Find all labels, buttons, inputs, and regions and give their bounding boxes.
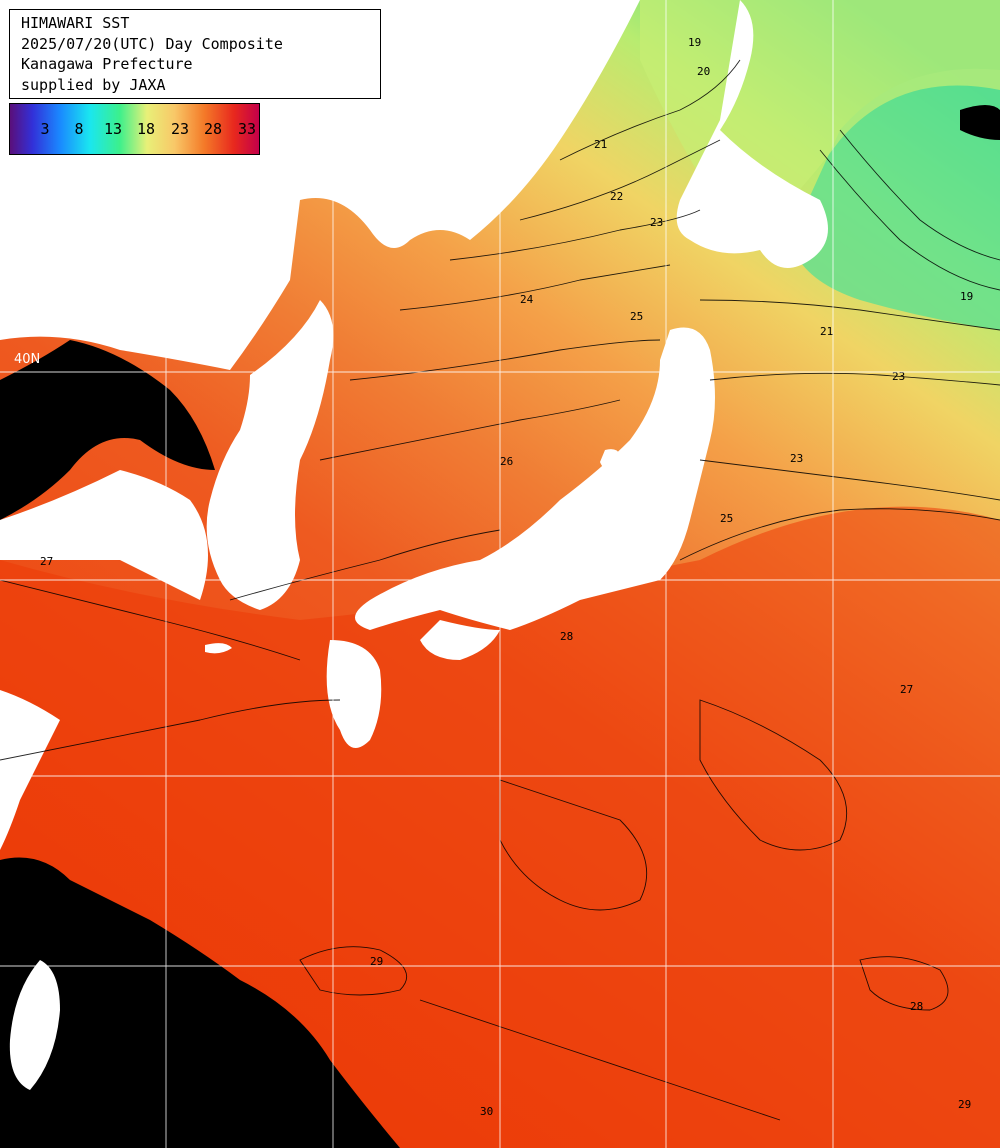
latitude-label-40n: 40N [14,352,41,367]
contour-label: 30 [480,1105,493,1118]
contour-label: 24 [520,293,534,306]
legend-label: 33 [237,120,257,138]
legend-label: 18 [136,120,156,138]
contour-label: 28 [910,1000,923,1013]
legend-label: 3 [40,120,50,138]
contour-label: 23 [892,370,905,383]
land-honshu [355,327,715,630]
land-sakhalin-hokkaido [676,0,828,268]
contour-label: 26 [500,455,513,468]
title-line-3: Kanagawa Prefecture [21,55,193,73]
title-line-2: 2025/07/20(UTC) Day Composite [21,34,283,53]
contour-label: 29 [370,955,383,968]
cloud-left-upper [0,340,215,520]
contour-label: 25 [720,512,733,525]
land-korea [206,300,334,610]
land-kyushu [326,640,382,748]
contour-label: 21 [594,138,607,151]
contour-label: 21 [820,325,833,338]
contour-labels: 19 20 21 22 23 24 25 26 27 28 29 30 19 2… [40,36,973,1118]
contour-label: 27 [40,555,53,568]
land-taiwan [9,960,60,1090]
contour-label: 28 [560,630,573,643]
cloud-ne [960,105,1000,140]
contour-label: 29 [958,1098,971,1111]
contour-label: 23 [650,216,663,229]
contour-label: 25 [630,310,643,323]
land-shandong [0,470,208,600]
land-china-coast [0,690,60,850]
land-jeju [205,643,232,654]
temperature-color-legend: 3 8 13 18 23 28 33 [9,103,260,155]
title-line-4: supplied by JAXA [21,75,166,94]
contour-label: 27 [900,683,913,696]
title-box: HIMAWARI SST 2025/07/20(UTC) Day Composi… [9,9,381,99]
land-sado [600,449,621,472]
legend-label: 23 [170,120,190,138]
contour-label: 19 [960,290,973,303]
legend-label: 28 [203,120,223,138]
land-shikoku [420,620,500,660]
contour-label: 22 [610,190,623,203]
contour-label: 23 [790,452,803,465]
contour-label: 20 [697,65,710,78]
contour-label: 19 [688,36,701,49]
legend-label: 8 [74,120,84,138]
cloud-left-lower [0,857,400,1148]
legend-label: 13 [103,120,123,138]
title-line-1: HIMAWARI SST [21,14,130,32]
isotherm-contours [0,59,1000,1121]
